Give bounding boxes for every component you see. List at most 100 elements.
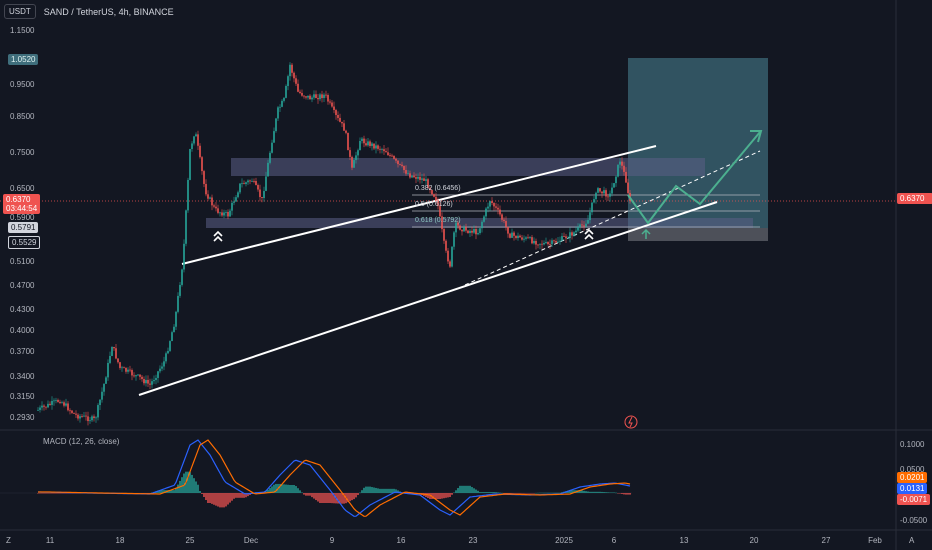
candle-body (51, 400, 53, 405)
candle-body (545, 242, 547, 243)
candle-body (205, 183, 207, 195)
candle-body (41, 405, 43, 408)
candle-body (63, 402, 65, 406)
candle-body (623, 165, 625, 172)
candle-body (557, 241, 559, 243)
macd-histogram-bar (325, 493, 327, 503)
macd-histogram-bar (443, 493, 445, 499)
candle-body (189, 148, 191, 180)
candle-body (327, 95, 329, 102)
macd-histogram-bar (615, 492, 617, 494)
macd-histogram-bar (231, 493, 233, 501)
dashed-trend-line[interactable] (464, 150, 761, 286)
macd-histogram-bar (595, 491, 597, 493)
candle-body (99, 399, 101, 406)
candle-body (399, 164, 401, 165)
macd-histogram-bar (445, 493, 447, 498)
macd-histogram-bar (329, 493, 331, 503)
macd-histogram-bar (207, 493, 209, 503)
macd-indicator-label[interactable]: MACD (12, 26, close) (43, 437, 120, 446)
candle-body (139, 374, 141, 377)
macd-histogram-bar (513, 493, 515, 494)
candle-body (427, 179, 429, 188)
resistance-zone[interactable] (231, 158, 705, 176)
candle-body (417, 176, 419, 179)
candle-body (133, 375, 135, 377)
macd-histogram-bar (383, 488, 385, 493)
macd-histogram-bar (59, 493, 61, 494)
candle-body (363, 138, 365, 144)
macd-histogram-bar (67, 493, 69, 494)
macd-histogram-bar (519, 493, 521, 494)
candle-body (585, 223, 587, 227)
candle-body (517, 235, 519, 239)
candle-body (543, 242, 545, 245)
time-axis-label: 25 (186, 536, 195, 545)
timezone-icon[interactable]: Z (6, 536, 11, 545)
candle-body (123, 367, 125, 369)
macd-histogram-bar (359, 492, 361, 494)
macd-histogram-bar (299, 490, 301, 493)
candle-body (397, 160, 399, 165)
candle-body (181, 269, 183, 285)
candle-body (377, 145, 379, 149)
macd-histogram-bar (523, 493, 525, 494)
candle-body (311, 97, 313, 100)
candle-body (237, 192, 239, 198)
macd-histogram-bar (55, 493, 57, 494)
macd-histogram-bar (211, 493, 213, 504)
candle-body (589, 212, 591, 221)
candle-body (165, 353, 167, 362)
projection-path[interactable] (627, 131, 761, 225)
macd-histogram-bar (347, 493, 349, 503)
support-zone[interactable] (206, 218, 753, 228)
macd-histogram-bar (503, 493, 505, 494)
candle-body (293, 72, 295, 79)
candle-body (381, 149, 383, 151)
candle-body (553, 240, 555, 242)
candle-body (111, 346, 113, 356)
macd-histogram-bar (189, 471, 191, 493)
currency-selector[interactable]: USDT (4, 4, 36, 19)
candle-body (253, 180, 255, 182)
candle-body (619, 161, 621, 165)
macd-histogram-bar (547, 492, 549, 494)
stop-zone[interactable] (628, 228, 768, 241)
macd-histogram-bar (457, 488, 459, 493)
channel-upper-line[interactable] (181, 145, 657, 265)
time-axis[interactable]: 11 18 25 Dec 9 16 23 2025 6 13 20 27 Feb (46, 536, 883, 545)
candle-body (477, 233, 479, 235)
macd-histogram-bar (269, 488, 271, 493)
auto-scale-icon[interactable]: A (909, 536, 915, 545)
candle-body (101, 391, 103, 400)
candle-body (175, 311, 177, 327)
candle-body (49, 403, 51, 405)
lightning-icon[interactable] (624, 415, 638, 429)
channel-lower-line[interactable] (138, 201, 718, 396)
macd-histogram-bar (551, 492, 553, 494)
candle-body (503, 219, 505, 222)
candle-body (121, 367, 123, 369)
candle-body (465, 226, 467, 231)
macd-histogram-bar (545, 492, 547, 494)
candle-body (257, 185, 259, 190)
candle-body (119, 362, 121, 368)
macd-histogram-bar (301, 492, 303, 493)
macd-histogram-bar (217, 493, 219, 507)
candle-body (479, 228, 481, 234)
candle-body (187, 179, 189, 211)
macd-histogram-bar (571, 490, 573, 493)
symbol-title[interactable]: SAND / TetherUS, 4h, BINANCE (43, 6, 174, 17)
macd-histogram-bar (533, 493, 535, 494)
macd-histogram-bar (429, 493, 431, 499)
price-axis[interactable]: 1.1500 0.9500 0.8500 0.7500 0.6500 0.5900 0.51… (10, 26, 35, 422)
candle-body (137, 374, 139, 376)
candle-body (331, 102, 333, 107)
candle-body (375, 145, 377, 149)
chart-header: USDT SAND / TetherUS, 4h, BINANCE (4, 4, 174, 19)
candle-body (97, 405, 99, 418)
candle-body (351, 156, 353, 168)
macd-histogram-bar (199, 491, 201, 493)
target-zone[interactable] (628, 58, 768, 228)
